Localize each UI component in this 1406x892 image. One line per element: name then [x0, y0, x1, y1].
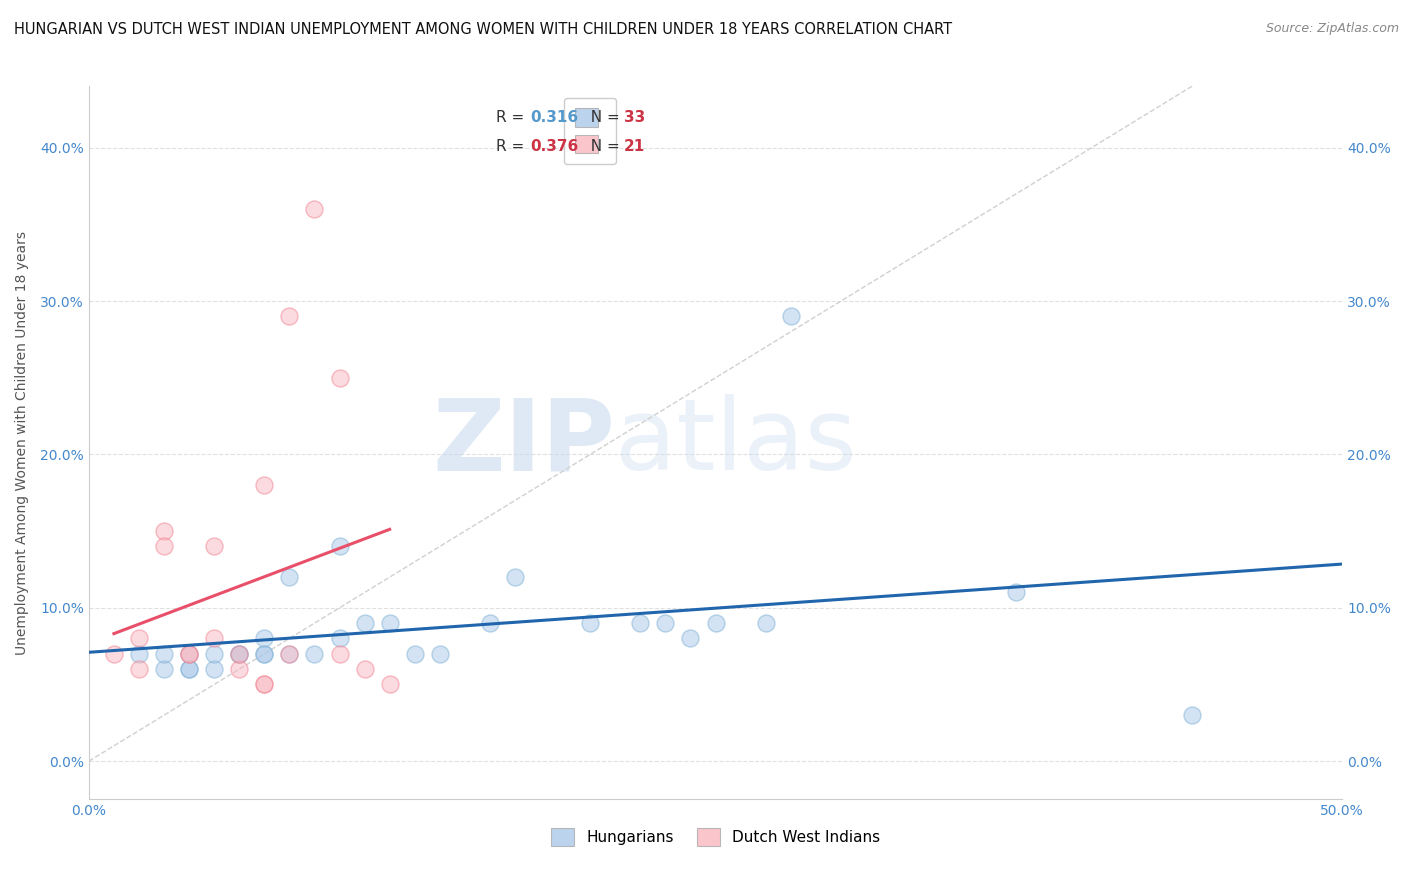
Point — [103, 647, 125, 661]
Text: atlas: atlas — [616, 394, 856, 491]
Text: 0.316: 0.316 — [530, 110, 578, 125]
Point — [202, 662, 225, 676]
Point — [128, 632, 150, 646]
Text: HUNGARIAN VS DUTCH WEST INDIAN UNEMPLOYMENT AMONG WOMEN WITH CHILDREN UNDER 18 Y: HUNGARIAN VS DUTCH WEST INDIAN UNEMPLOYM… — [14, 22, 952, 37]
Point — [1181, 708, 1204, 723]
Point — [404, 647, 426, 661]
Text: R =: R = — [496, 139, 529, 153]
Point — [579, 616, 602, 631]
Point — [179, 647, 201, 661]
Text: N =: N = — [582, 139, 626, 153]
Point — [128, 647, 150, 661]
Point — [228, 647, 250, 661]
Text: N =: N = — [582, 110, 626, 125]
Text: 33: 33 — [624, 110, 645, 125]
Point — [278, 647, 301, 661]
Point — [253, 647, 276, 661]
Legend: Hungarians, Dutch West Indians: Hungarians, Dutch West Indians — [546, 822, 886, 853]
Point — [429, 647, 451, 661]
Point — [304, 202, 326, 216]
Point — [378, 616, 401, 631]
Point — [253, 647, 276, 661]
Text: 0.376: 0.376 — [530, 139, 578, 153]
Point — [253, 478, 276, 492]
Point — [328, 540, 350, 554]
Point — [503, 570, 526, 584]
Point — [328, 647, 350, 661]
Point — [353, 662, 375, 676]
Point — [153, 524, 176, 538]
Point — [628, 616, 651, 631]
Text: Source: ZipAtlas.com: Source: ZipAtlas.com — [1265, 22, 1399, 36]
Point — [153, 662, 176, 676]
Point — [378, 677, 401, 691]
Text: ZIP: ZIP — [433, 394, 616, 491]
Point — [228, 647, 250, 661]
Point — [679, 632, 702, 646]
Point — [179, 662, 201, 676]
Point — [253, 677, 276, 691]
Point — [179, 647, 201, 661]
Text: 21: 21 — [624, 139, 645, 153]
Y-axis label: Unemployment Among Women with Children Under 18 years: Unemployment Among Women with Children U… — [15, 231, 30, 655]
Point — [179, 662, 201, 676]
Point — [1005, 585, 1028, 599]
Point — [353, 616, 375, 631]
Point — [328, 632, 350, 646]
Point — [202, 540, 225, 554]
Point — [153, 647, 176, 661]
Point — [179, 647, 201, 661]
Point — [153, 540, 176, 554]
Point — [278, 570, 301, 584]
Point — [704, 616, 727, 631]
Point — [278, 647, 301, 661]
Point — [478, 616, 501, 631]
Point — [253, 632, 276, 646]
Point — [228, 647, 250, 661]
Point — [654, 616, 676, 631]
Point — [228, 662, 250, 676]
Point — [253, 677, 276, 691]
Point — [304, 647, 326, 661]
Point — [755, 616, 778, 631]
Text: R =: R = — [496, 110, 529, 125]
Point — [328, 370, 350, 384]
Point — [278, 310, 301, 324]
Point — [202, 647, 225, 661]
Point — [779, 310, 801, 324]
Point — [202, 632, 225, 646]
Point — [128, 662, 150, 676]
